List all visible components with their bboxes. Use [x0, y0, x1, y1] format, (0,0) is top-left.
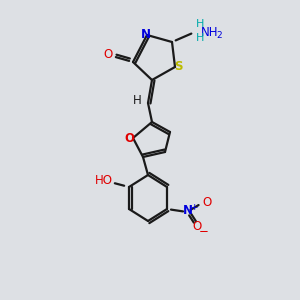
Text: H: H [133, 94, 141, 107]
Text: N: N [141, 28, 151, 40]
Text: O: O [124, 131, 134, 145]
Text: O: O [192, 220, 202, 233]
Text: O: O [202, 196, 211, 208]
Text: 2: 2 [216, 31, 222, 40]
Text: +: + [190, 202, 198, 211]
Text: NH: NH [201, 26, 218, 38]
Text: HO: HO [95, 175, 113, 188]
Text: H: H [196, 33, 204, 43]
Text: S: S [174, 61, 182, 74]
Text: H: H [196, 19, 204, 29]
Text: O: O [103, 49, 112, 62]
Text: −: − [199, 224, 209, 238]
Text: N: N [183, 205, 193, 218]
